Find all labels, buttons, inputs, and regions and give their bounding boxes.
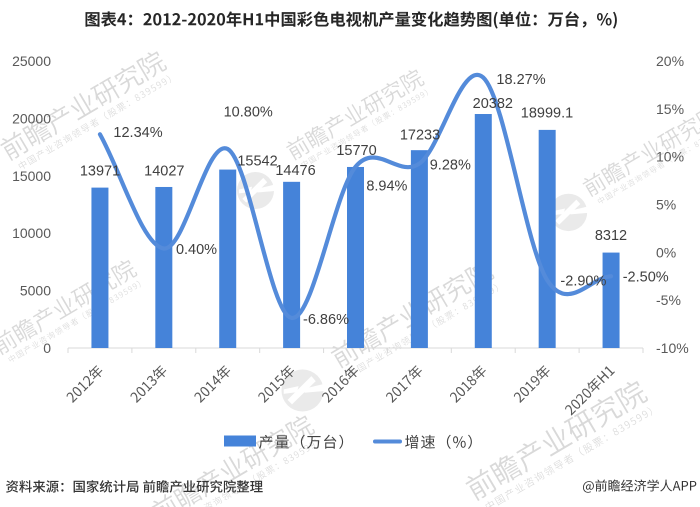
- svg-text:9.28%: 9.28%: [430, 158, 471, 174]
- svg-text:0.40%: 0.40%: [176, 242, 217, 258]
- svg-text:12.34%: 12.34%: [113, 125, 162, 141]
- svg-text:-10%: -10%: [656, 340, 689, 356]
- svg-text:20000: 20000: [12, 110, 51, 126]
- svg-text:17233: 17233: [400, 128, 440, 144]
- svg-text:-2.90%: -2.90%: [560, 274, 606, 290]
- svg-text:10%: 10%: [656, 149, 684, 165]
- svg-text:8312: 8312: [595, 228, 627, 244]
- svg-text:20%: 20%: [656, 53, 684, 69]
- svg-text:-2.50%: -2.50%: [623, 270, 669, 286]
- svg-text:18999.1: 18999.1: [521, 106, 573, 122]
- svg-text:20382: 20382: [473, 96, 513, 112]
- svg-text:-6.86%: -6.86%: [303, 312, 349, 328]
- svg-text:-5%: -5%: [656, 292, 681, 308]
- svg-text:15770: 15770: [336, 143, 376, 159]
- svg-text:5000: 5000: [20, 283, 51, 299]
- svg-text:13971: 13971: [80, 164, 120, 180]
- svg-text:0: 0: [43, 340, 51, 356]
- svg-text:10.80%: 10.80%: [224, 104, 273, 120]
- svg-text:25000: 25000: [12, 53, 51, 69]
- svg-text:15542: 15542: [237, 153, 277, 169]
- svg-text:0%: 0%: [656, 244, 676, 260]
- svg-text:10000: 10000: [12, 225, 51, 241]
- svg-text:15%: 15%: [656, 101, 684, 117]
- svg-text:8.94%: 8.94%: [366, 179, 407, 195]
- svg-text:5%: 5%: [656, 197, 676, 213]
- svg-text:14027: 14027: [144, 163, 184, 179]
- svg-text:15000: 15000: [12, 168, 51, 184]
- svg-text:18.27%: 18.27%: [496, 72, 545, 88]
- svg-text:14476: 14476: [275, 163, 315, 179]
